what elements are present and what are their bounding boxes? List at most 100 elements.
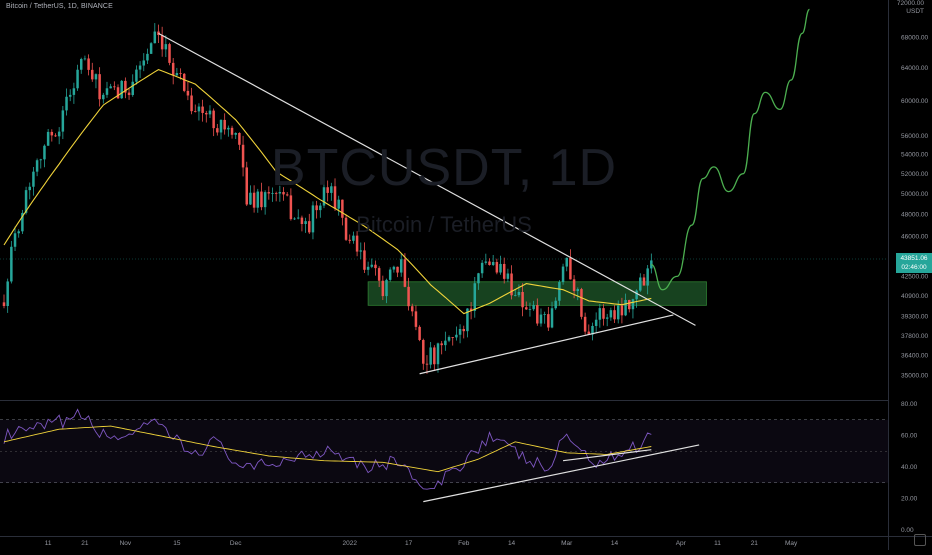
candle-body bbox=[491, 262, 495, 265]
candle-body bbox=[561, 266, 565, 283]
ema-line bbox=[3, 68, 652, 315]
price-tick-label: 35000.00 bbox=[901, 372, 928, 379]
candle-body bbox=[348, 239, 351, 241]
candle-body bbox=[396, 266, 399, 273]
rsi-tick-label: 0.00 bbox=[901, 527, 914, 534]
candle-body bbox=[635, 290, 638, 300]
candle-body bbox=[326, 187, 329, 193]
candle-body bbox=[282, 192, 285, 195]
candle-body bbox=[39, 159, 43, 161]
candle-body bbox=[639, 277, 642, 291]
candle-body bbox=[422, 340, 425, 364]
candle-body bbox=[355, 235, 359, 252]
rsi-tick-label: 80.00 bbox=[901, 401, 918, 408]
candle-body bbox=[223, 119, 226, 130]
candle-body bbox=[289, 195, 293, 220]
candle-body bbox=[131, 81, 134, 96]
candle-body bbox=[620, 305, 624, 316]
candle-body bbox=[186, 90, 190, 96]
candle-body bbox=[168, 44, 171, 63]
price-tick-label: 37800.00 bbox=[901, 333, 928, 340]
candle-body bbox=[6, 281, 9, 307]
candle-body bbox=[120, 80, 123, 99]
candle-body bbox=[385, 279, 388, 297]
candle-body bbox=[366, 266, 370, 270]
candle-body bbox=[506, 273, 510, 279]
candle-body bbox=[444, 340, 447, 346]
candle-body bbox=[91, 69, 94, 80]
price-tick-label: 46000.00 bbox=[901, 233, 928, 240]
settings-corner-button[interactable] bbox=[914, 534, 926, 546]
candle-body bbox=[142, 60, 146, 66]
candle-body bbox=[267, 192, 271, 194]
candle-body bbox=[469, 308, 473, 311]
candle-body bbox=[616, 305, 620, 320]
time-tick-label: 14 bbox=[508, 540, 516, 547]
price-tick-label: 64000.00 bbox=[901, 65, 928, 72]
candle-body bbox=[171, 62, 175, 76]
candle-body bbox=[113, 86, 116, 88]
rsi-ma-line bbox=[3, 425, 652, 473]
candle-body bbox=[190, 95, 193, 112]
candle-body bbox=[300, 217, 304, 224]
candle-body bbox=[646, 268, 649, 286]
rsi-tick-label: 40.00 bbox=[901, 464, 918, 471]
candle-body bbox=[278, 192, 282, 194]
time-tick-label: 11 bbox=[714, 540, 721, 547]
candle-body bbox=[591, 325, 594, 335]
candle-body bbox=[296, 217, 300, 219]
candle-body bbox=[602, 308, 605, 319]
candle-body bbox=[182, 73, 186, 91]
candle-body bbox=[105, 88, 109, 95]
candle-body bbox=[536, 305, 539, 324]
candle-body bbox=[528, 309, 532, 310]
candle-body bbox=[363, 250, 366, 270]
candle-body bbox=[57, 131, 61, 137]
candle-body bbox=[429, 347, 432, 365]
candle-body bbox=[418, 326, 421, 341]
candle-body bbox=[127, 92, 131, 96]
symbol-header: Bitcoin / TetherUS, 1D, BINANCE bbox=[6, 3, 113, 10]
time-tick-label: Apr bbox=[676, 540, 687, 547]
candle-body bbox=[480, 262, 484, 274]
candle-body bbox=[458, 329, 462, 335]
ascending-trendline bbox=[419, 314, 674, 375]
candle-body bbox=[554, 300, 557, 309]
candle-body bbox=[613, 310, 616, 320]
candle-body bbox=[17, 231, 20, 234]
candle-body bbox=[285, 194, 289, 196]
candle-body bbox=[609, 310, 613, 318]
candle-body bbox=[532, 305, 535, 310]
candle-body bbox=[274, 193, 278, 194]
time-tick-label: 2022 bbox=[342, 540, 357, 547]
candle-body bbox=[157, 31, 160, 36]
candle-body bbox=[194, 111, 197, 112]
candle-body bbox=[315, 205, 318, 211]
candle-body bbox=[517, 292, 521, 296]
candle-body bbox=[370, 264, 374, 267]
candle-body bbox=[488, 261, 491, 265]
candle-body bbox=[135, 69, 138, 82]
time-tick-label: 15 bbox=[173, 540, 181, 547]
candle-body bbox=[216, 128, 219, 133]
candle-body bbox=[50, 131, 54, 136]
candle-body bbox=[374, 264, 377, 269]
candle-body bbox=[547, 314, 550, 328]
candle-body bbox=[308, 221, 311, 233]
rsi-band bbox=[0, 419, 888, 483]
candle-body bbox=[208, 110, 212, 115]
candle-body bbox=[322, 187, 326, 206]
candle-body bbox=[219, 119, 223, 133]
candle-body bbox=[414, 311, 418, 327]
candle-body bbox=[344, 217, 348, 240]
price-axis-unit: USDT bbox=[906, 8, 924, 15]
candle-body bbox=[201, 106, 204, 113]
candle-body bbox=[539, 314, 543, 324]
candle-body bbox=[484, 261, 488, 263]
candle-body bbox=[477, 273, 480, 284]
candle-body bbox=[153, 31, 157, 44]
candle-body bbox=[377, 268, 381, 281]
candle-body bbox=[572, 279, 576, 292]
candle-body bbox=[249, 192, 252, 205]
candle-body bbox=[35, 160, 39, 172]
